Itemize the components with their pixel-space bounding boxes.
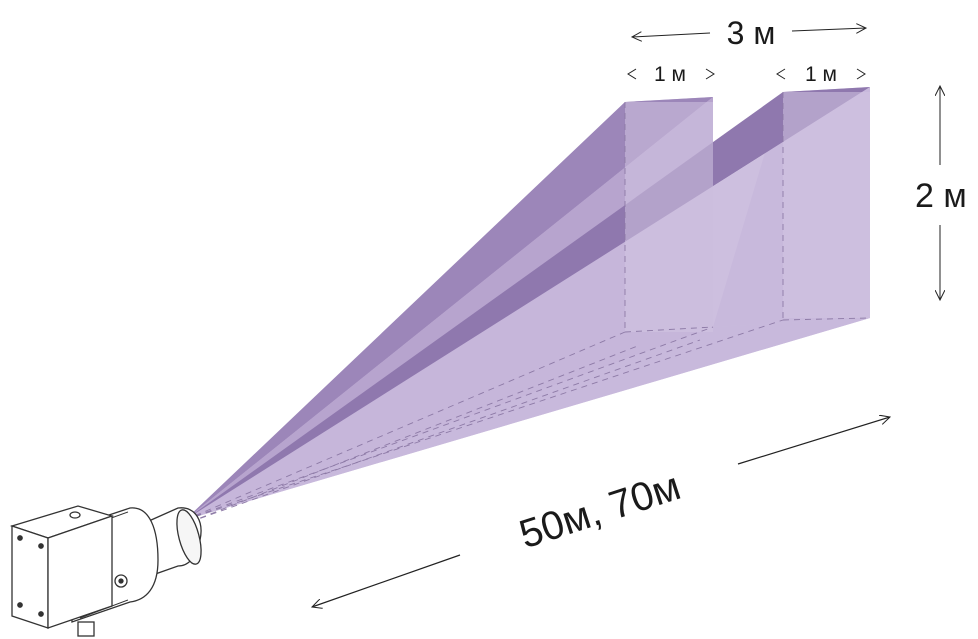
dimension-height: 2 м — [915, 86, 967, 300]
detector-housing-side — [47, 515, 113, 629]
dimension-total-width: 3 м — [632, 15, 866, 51]
left-beam-side-face — [185, 97, 713, 520]
label-range: 50м, 70м — [514, 464, 686, 557]
hidden-edges — [184, 92, 871, 523]
cable-gland — [77, 621, 95, 637]
label-height: 2 м — [915, 177, 967, 215]
label-beam-left-width: 1 м — [654, 63, 686, 86]
right-beam-end-face — [783, 92, 870, 318]
dimension-beam-left: 1 м — [627, 63, 715, 86]
detector-device — [9, 505, 202, 637]
dimension-beam-right: 1 м — [776, 63, 866, 86]
beam-volume — [184, 87, 871, 523]
label-beam-right-width: 1 м — [805, 63, 837, 86]
left-beam-end-face — [625, 102, 713, 332]
label-total-width: 3 м — [727, 15, 776, 51]
